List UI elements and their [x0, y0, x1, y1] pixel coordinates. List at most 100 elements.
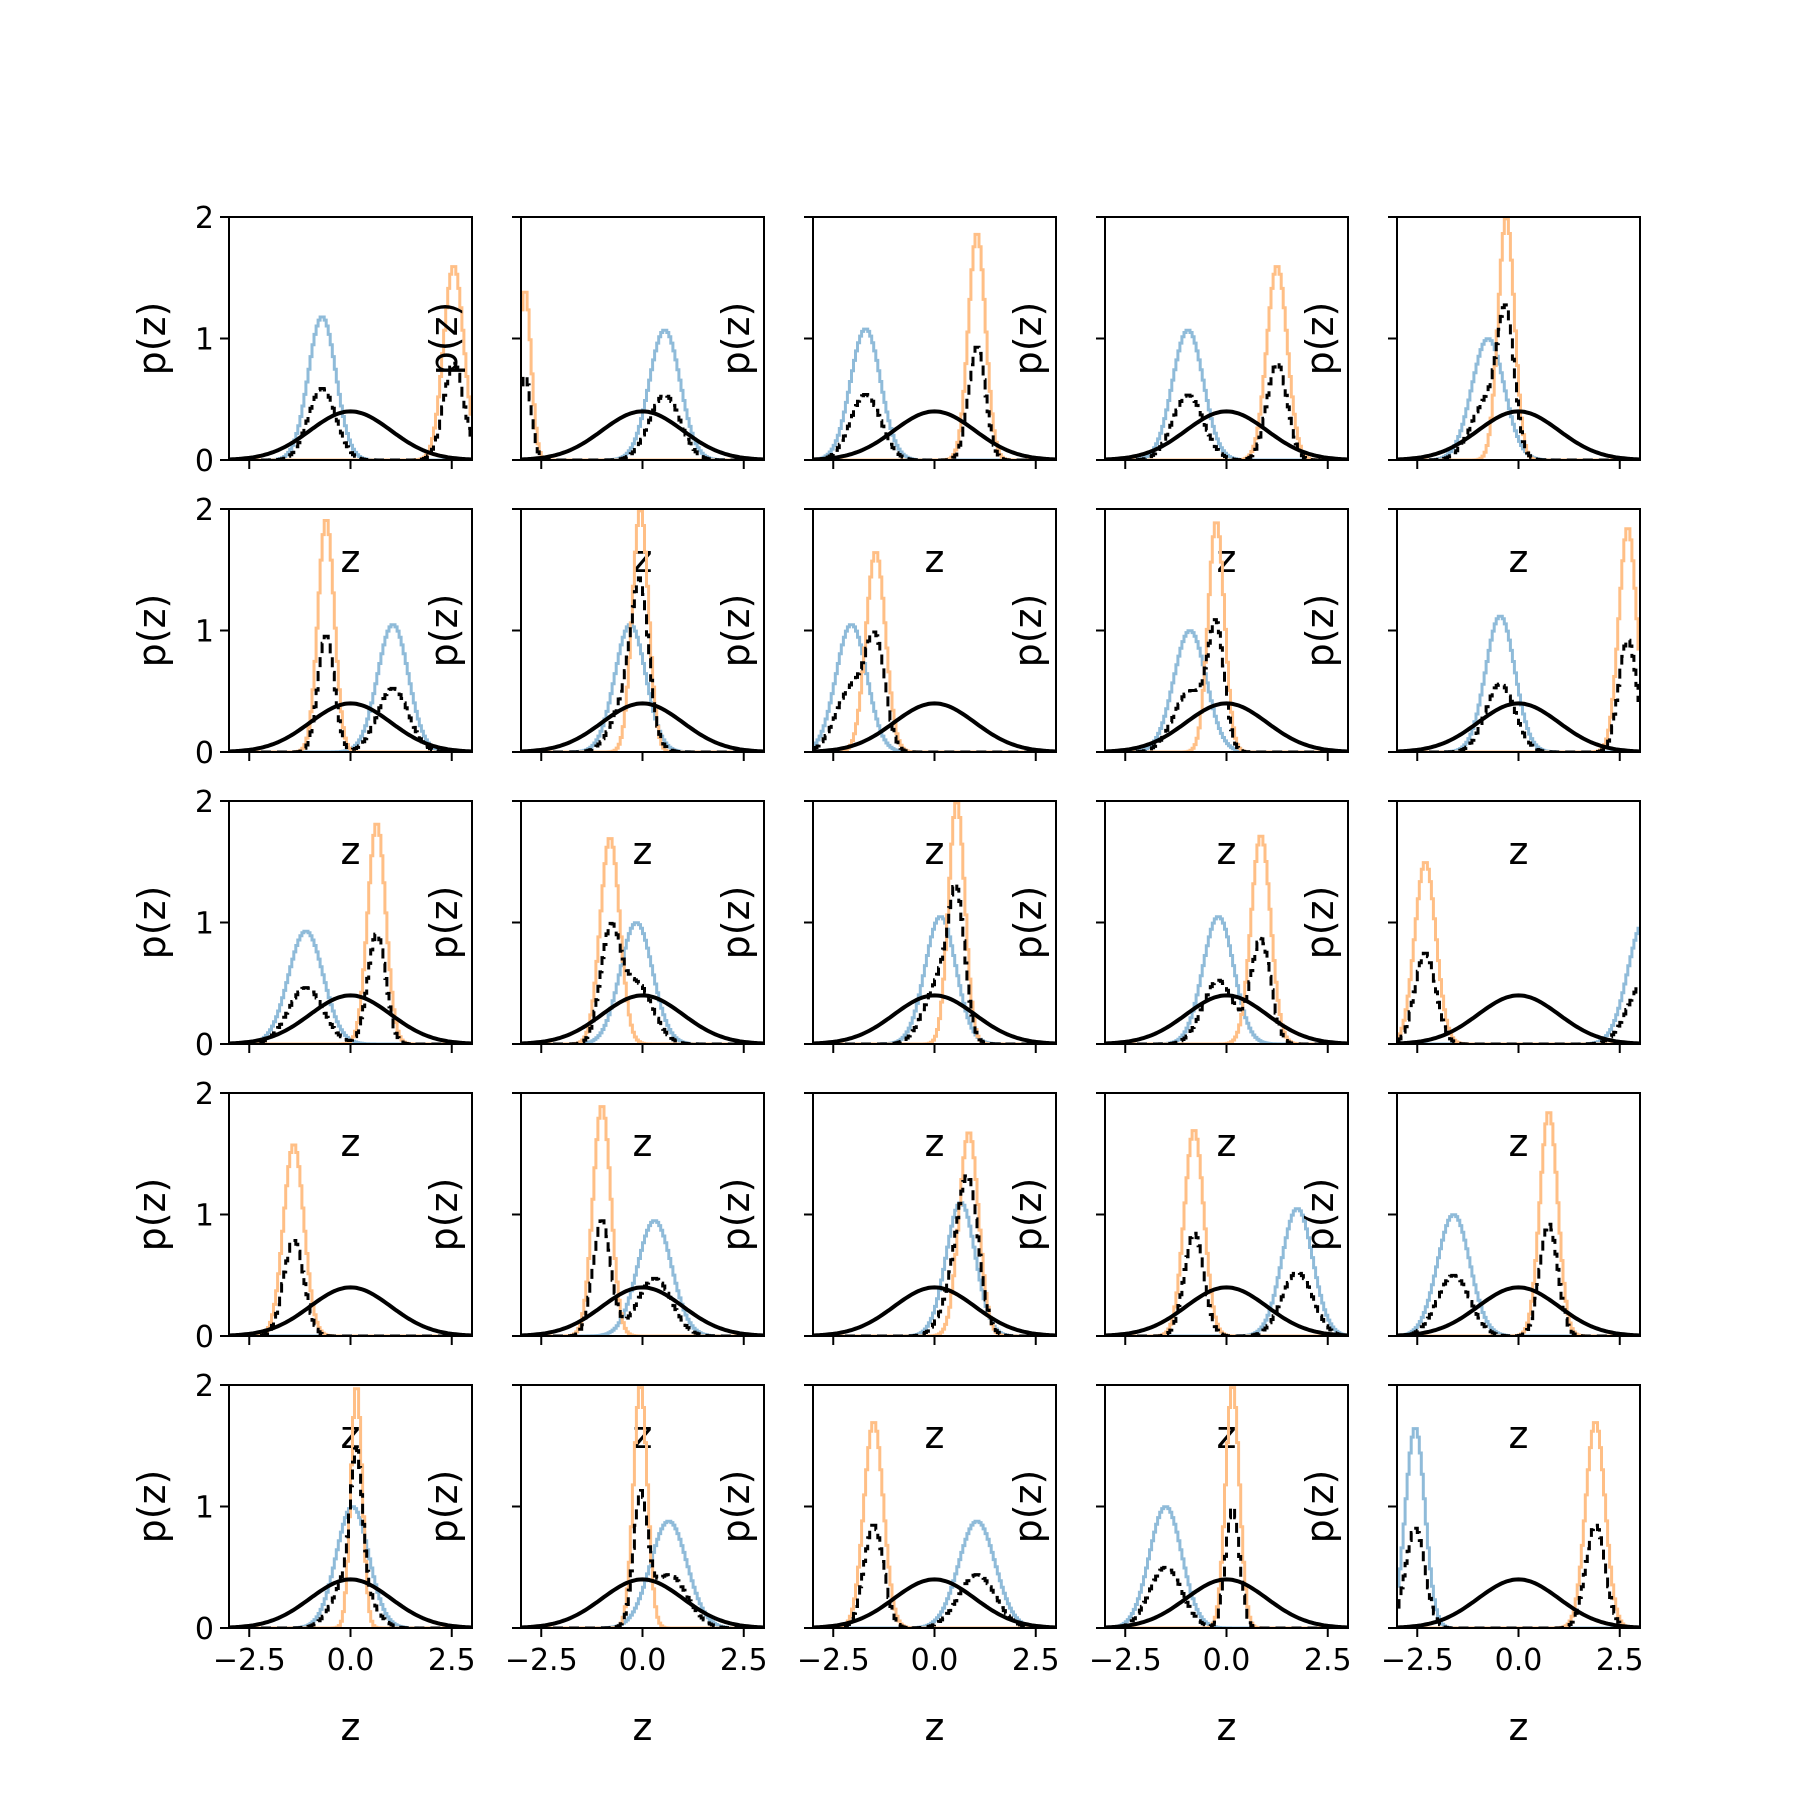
plot-area [1105, 521, 1348, 752]
x-tick-label: 2.5 [1596, 1643, 1644, 1678]
plot-area [813, 551, 1056, 752]
x-tick-label: 2.5 [1012, 1643, 1060, 1678]
x-tick-label: 0.0 [1203, 1643, 1251, 1678]
y-axis-label: p(z) [1006, 302, 1050, 376]
orange-histogram [521, 509, 764, 752]
x-axis-label: z [1509, 1121, 1529, 1165]
normal-curve [229, 993, 472, 1044]
plot-area [1105, 1386, 1348, 1628]
x-tick-label: 0.0 [327, 1643, 375, 1678]
x-axis-label: z [341, 829, 361, 873]
orange-histogram [1105, 521, 1348, 752]
normal-curve [1397, 993, 1640, 1044]
y-tick-label: 1 [195, 615, 214, 650]
x-axis-label: z [1509, 1705, 1529, 1749]
subplot-panel: zp(z) [422, 508, 765, 873]
dashed-mixture-histogram [813, 630, 1056, 752]
dashed-mixture-histogram [521, 1489, 764, 1628]
x-tick-label: 2.5 [1304, 1643, 1352, 1678]
blue-histogram [1105, 1207, 1348, 1336]
x-tick-label: 2.5 [428, 1643, 476, 1678]
x-axis-label: z [633, 829, 653, 873]
subplot-panel: z p(z) [714, 508, 1057, 873]
y-tick-label: 1 [195, 1199, 214, 1234]
subplot-panel: z p(z) [1298, 1092, 1641, 1457]
x-tick-label: 0.0 [619, 1643, 667, 1678]
subplot-panel: z p(z) [1006, 1092, 1349, 1457]
subplot-panel: −2.5 0.0 2.5 z p(z) [1006, 1384, 1352, 1749]
x-axis-label: z [1217, 1413, 1237, 1457]
normal-curve [1397, 1285, 1640, 1336]
blue-histogram [1397, 926, 1640, 1044]
subplot-panel: zp(z) [1298, 800, 1641, 1165]
subplot-panel: −2.5 0.0 2.5 z p(z) [1298, 1384, 1644, 1749]
x-axis-label: z [341, 1705, 361, 1749]
dashed-mixture-histogram [813, 345, 1056, 460]
x-axis-label: z [925, 829, 945, 873]
x-tick-label: 0.0 [1495, 1643, 1543, 1678]
normal-curve [229, 701, 472, 752]
x-axis-label: z [925, 1413, 945, 1457]
y-axis-label: p(z) [1298, 1178, 1342, 1252]
x-axis-label: z [341, 1413, 361, 1457]
x-axis-label: z [1217, 1121, 1237, 1165]
y-tick-label: 2 [195, 1077, 214, 1112]
x-axis-label: z [1509, 1413, 1529, 1457]
normal-curve [1105, 993, 1348, 1044]
y-axis-label: p(z) [714, 1178, 758, 1252]
y-axis-label: p(z) [422, 1178, 466, 1252]
y-axis-label: p(z) [1006, 594, 1050, 668]
subplot-panel: 0 1 2 z p(z) [130, 1077, 473, 1457]
y-axis-label: p(z) [1006, 886, 1050, 960]
y-axis-label: p(z) [422, 1470, 466, 1544]
subplot-panel: zp(z) [422, 216, 765, 581]
y-tick-label: 1 [195, 907, 214, 942]
y-tick-label: 0 [195, 444, 214, 479]
y-tick-label: 0 [195, 736, 214, 771]
y-tick-label: 0 [195, 1320, 214, 1355]
x-axis-label: z [925, 1121, 945, 1165]
normal-curve [229, 1285, 472, 1336]
x-axis-label: z [925, 1705, 945, 1749]
subplot-panel: −2.5 0.0 2.5 z p(z) [714, 1384, 1060, 1749]
y-axis-label: p(z) [130, 302, 174, 376]
orange-histogram [1397, 861, 1640, 1044]
plot-area [1105, 265, 1348, 460]
y-tick-label: 2 [195, 493, 214, 528]
subplot-panel: z p(z) [1006, 508, 1349, 873]
normal-curve [229, 409, 472, 460]
blue-histogram [1105, 328, 1348, 460]
subplot-panel: z p(z) [1298, 508, 1641, 873]
orange-histogram [1105, 1386, 1348, 1628]
y-axis-label: p(z) [130, 886, 174, 960]
subplot-panel: 0 1 2 z p(z) [130, 493, 473, 873]
blue-histogram [1105, 1505, 1348, 1628]
orange-histogram [521, 1386, 764, 1628]
y-tick-label: 2 [195, 1369, 214, 1404]
plot-area [813, 1421, 1056, 1628]
dashed-mixture-histogram [229, 1239, 472, 1336]
y-tick-label: 0 [195, 1612, 214, 1647]
x-axis-label: z [633, 1705, 653, 1749]
x-tick-label: 2.5 [720, 1643, 768, 1678]
normal-curve [813, 993, 1056, 1044]
y-axis-label: p(z) [1298, 594, 1342, 668]
y-axis-label: p(z) [422, 302, 466, 376]
blue-histogram [521, 1519, 764, 1628]
normal-curve [1105, 1577, 1348, 1628]
subplot-panels: 012zp(z)zp(z)zp(z)zp(z)zp(z)012zp(z)zp(z… [130, 201, 1644, 1749]
blue-histogram [813, 623, 1056, 752]
x-tick-label: −2.5 [1089, 1643, 1162, 1678]
normal-curve [229, 1577, 472, 1628]
blue-histogram [229, 929, 472, 1044]
y-axis-label: p(z) [130, 1470, 174, 1544]
x-axis-label: z [1509, 537, 1529, 581]
x-axis-label: z [1217, 829, 1237, 873]
y-tick-label: 2 [195, 201, 214, 236]
plot-area [229, 1143, 472, 1336]
dashed-mixture-histogram [1105, 361, 1348, 460]
x-tick-label: −2.5 [213, 1643, 286, 1678]
plot-area [521, 1386, 764, 1628]
x-tick-label: 0.0 [911, 1643, 959, 1678]
